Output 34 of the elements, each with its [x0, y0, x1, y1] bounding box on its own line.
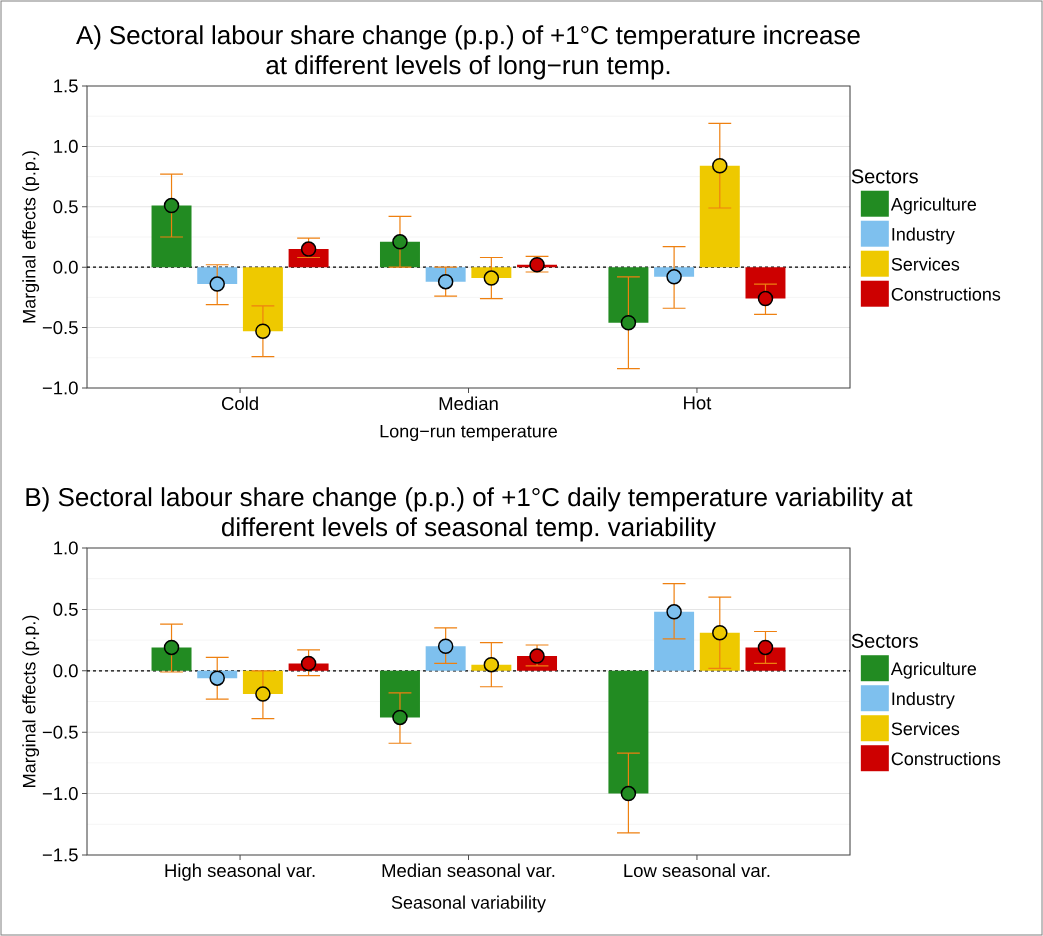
legend-title: Sectors [851, 633, 918, 648]
legend-label: Constructions [891, 751, 1001, 766]
y-tick-label: 1.5 [54, 79, 78, 93]
chart-title: B) Sectoral labour share change (p.p.) of +1°C daily temperature variability at different levels of seasonal temp. variability [26, 487, 913, 542]
y-tick-label: 0.5 [53, 200, 78, 214]
y-tick-label: −0.5 [42, 321, 78, 335]
legend-label: Services [891, 257, 960, 271]
legend-label: Industry [892, 691, 955, 709]
legend-label: Industry [892, 227, 955, 245]
legend-title: Sectors [851, 169, 918, 184]
y-tick-label: −1.0 [42, 381, 78, 395]
y-tick-label: 0.5 [53, 602, 78, 616]
x-axis-title: Seasonal variability [391, 895, 546, 913]
x-tick-label: Hot [684, 396, 712, 410]
x-tick-label: Cold [221, 396, 258, 411]
x-tick-label: High seasonal var. [165, 863, 315, 881]
y-tick-label: 1.0 [54, 541, 78, 555]
y-tick-label: −1.0 [42, 787, 78, 801]
y-tick-label: 1.0 [54, 139, 78, 153]
y-axis-title: Marginal effects (p.p.) [22, 615, 40, 787]
chart-title: A) Sectoral labour share change (p.p.) of +1°C temperature increase at different levels of long−run temp. [76, 25, 860, 80]
x-tick-label: Median [439, 396, 498, 411]
legend-label: Services [891, 721, 960, 736]
legend-label: Agriculture [890, 661, 977, 679]
x-axis-title: Long−run temperature [380, 424, 557, 442]
legend-label: Constructions [891, 287, 1001, 301]
legend-label: Agriculture [890, 197, 977, 215]
y-axis-title: Marginal effects (p.p.) [22, 151, 40, 323]
y-tick-label: −1.5 [42, 848, 78, 862]
y-tick-label: −0.5 [42, 725, 78, 739]
y-tick-label: 0.0 [53, 260, 78, 274]
x-tick-label: Low seasonal var. [624, 863, 770, 878]
y-tick-label: 0.0 [53, 664, 78, 678]
x-tick-label: Median seasonal var. [382, 863, 555, 878]
